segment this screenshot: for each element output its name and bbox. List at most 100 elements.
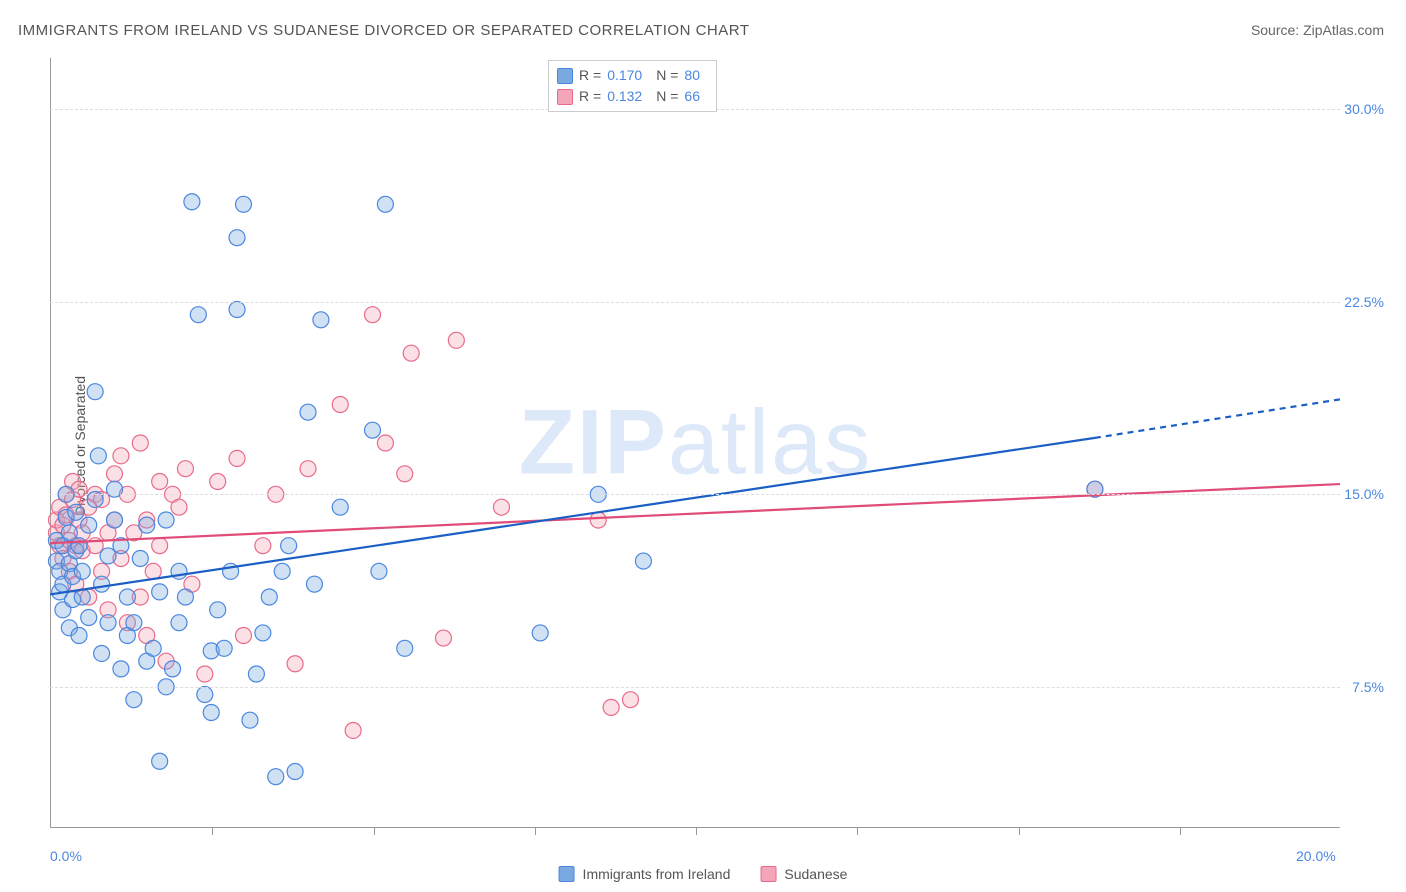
legend-label-series1: Immigrants from Ireland [583, 866, 731, 882]
data-point [197, 666, 213, 682]
data-point [371, 563, 387, 579]
data-point [332, 397, 348, 413]
y-tick-label: 22.5% [1344, 294, 1384, 310]
data-point [87, 384, 103, 400]
data-point [397, 640, 413, 656]
data-point [139, 517, 155, 533]
data-point [229, 450, 245, 466]
trend-line [1095, 399, 1340, 438]
data-point [255, 625, 271, 641]
data-point [74, 563, 90, 579]
data-point [107, 512, 123, 528]
y-tick-label: 15.0% [1344, 486, 1384, 502]
legend-row-series2: R = 0.132 N = 66 [557, 86, 708, 107]
legend-label-series2: Sudanese [784, 866, 847, 882]
data-point [203, 705, 219, 721]
data-point [448, 332, 464, 348]
data-point [152, 538, 168, 554]
data-point [623, 692, 639, 708]
legend-item-series1: Immigrants from Ireland [559, 866, 731, 882]
x-tick-label: 20.0% [1296, 848, 1336, 864]
trend-line [50, 484, 1340, 543]
data-point [268, 769, 284, 785]
trend-line [50, 438, 1095, 595]
data-point [132, 435, 148, 451]
source-label: Source: [1251, 22, 1299, 38]
data-point [635, 553, 651, 569]
gridline-h [50, 494, 1340, 495]
data-point [197, 687, 213, 703]
data-point [210, 602, 226, 618]
legend-row-series1: R = 0.170 N = 80 [557, 65, 708, 86]
data-point [158, 512, 174, 528]
data-point [145, 640, 161, 656]
data-point [100, 548, 116, 564]
legend-r-value-2: 0.132 [607, 86, 642, 107]
data-point [287, 656, 303, 672]
legend-n-label-2: N = [656, 86, 678, 107]
x-tick-label: 0.0% [50, 848, 82, 864]
data-point [184, 194, 200, 210]
data-point [345, 722, 361, 738]
data-point [71, 538, 87, 554]
y-tick-label: 7.5% [1352, 679, 1384, 695]
data-point [113, 661, 129, 677]
legend-r-label-2: R = [579, 86, 601, 107]
source-value: ZipAtlas.com [1303, 22, 1384, 38]
data-point [190, 307, 206, 323]
data-point [177, 461, 193, 477]
data-point [403, 345, 419, 361]
data-point [532, 625, 548, 641]
data-point [248, 666, 264, 682]
data-point [229, 302, 245, 318]
data-point [229, 230, 245, 246]
data-point [236, 628, 252, 644]
data-point [287, 764, 303, 780]
legend-r-value-1: 0.170 [607, 65, 642, 86]
data-point [171, 499, 187, 515]
data-point [171, 615, 187, 631]
data-point [165, 661, 181, 677]
data-point [71, 628, 87, 644]
data-point [377, 435, 393, 451]
data-point [126, 692, 142, 708]
data-point [274, 563, 290, 579]
data-point [145, 563, 161, 579]
data-point [210, 474, 226, 490]
data-point [126, 615, 142, 631]
data-point [332, 499, 348, 515]
data-point [107, 466, 123, 482]
gridline-h [50, 687, 1340, 688]
legend-r-label-1: R = [579, 65, 601, 86]
data-point [261, 589, 277, 605]
legend-swatch-bottom-2 [760, 866, 776, 882]
data-point [177, 589, 193, 605]
data-point [603, 699, 619, 715]
data-point [365, 307, 381, 323]
data-point [100, 615, 116, 631]
legend-item-series2: Sudanese [760, 866, 847, 882]
data-point [94, 576, 110, 592]
data-point [590, 512, 606, 528]
legend-swatch-series1 [557, 68, 573, 84]
data-point [81, 517, 97, 533]
legend-n-value-2: 66 [684, 86, 700, 107]
data-point [81, 610, 97, 626]
data-point [377, 196, 393, 212]
data-point [68, 504, 84, 520]
data-point [313, 312, 329, 328]
legend-swatch-bottom-1 [559, 866, 575, 882]
data-point [132, 551, 148, 567]
chart-title: IMMIGRANTS FROM IRELAND VS SUDANESE DIVO… [18, 22, 749, 39]
data-point [300, 461, 316, 477]
data-point [113, 448, 129, 464]
data-point [119, 589, 135, 605]
legend-swatch-series2 [557, 89, 573, 105]
chart-svg [50, 58, 1340, 828]
data-point [152, 753, 168, 769]
source-attribution: Source: ZipAtlas.com [1251, 22, 1384, 38]
data-point [242, 712, 258, 728]
data-point [281, 538, 297, 554]
data-point [494, 499, 510, 515]
gridline-h [50, 302, 1340, 303]
